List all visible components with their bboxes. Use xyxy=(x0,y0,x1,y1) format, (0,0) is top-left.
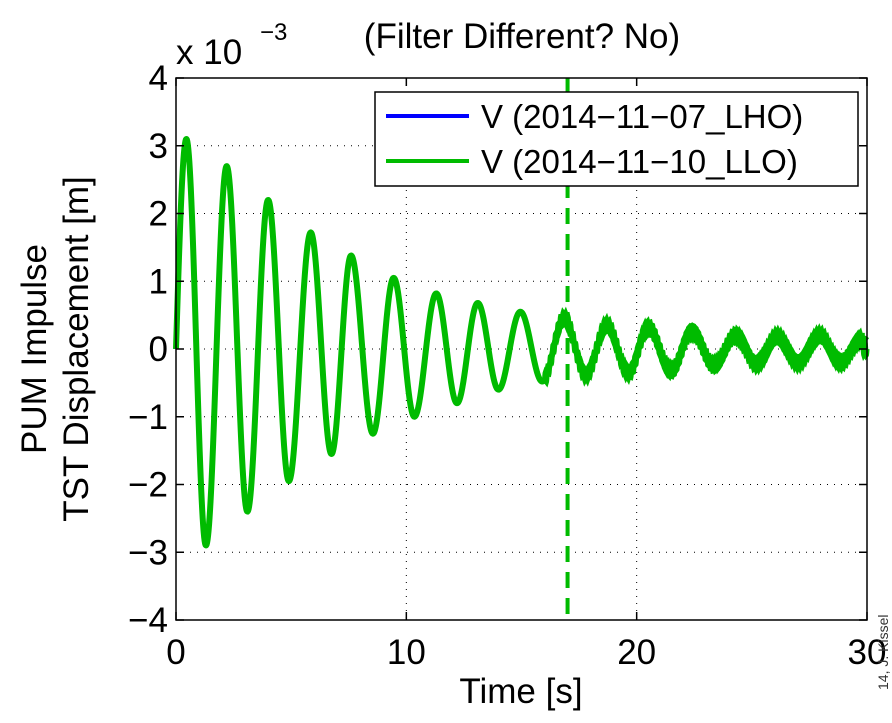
y-tick-label: 3 xyxy=(149,127,168,166)
series-ripple-llo xyxy=(542,306,870,388)
legend-box xyxy=(374,91,859,187)
legend: V (2014−11−07_LHO) V (2014−11−10_LLO) xyxy=(374,91,859,187)
x-tick-label: 30 xyxy=(848,633,887,672)
y-tick-label: −1 xyxy=(128,398,168,437)
y-tick-label: −4 xyxy=(128,601,168,640)
y-tick-label: −2 xyxy=(128,466,168,505)
y-tick-label: 4 xyxy=(149,59,168,98)
y-tick-label: 1 xyxy=(149,262,168,301)
chart-title: (Filter Different? No) xyxy=(364,17,680,56)
y-axis-label-line1: PUM Impulse xyxy=(15,244,54,454)
x-tick-label: 10 xyxy=(387,633,426,672)
y-tick-label: 0 xyxy=(149,330,168,369)
x-tick-label: 0 xyxy=(166,633,185,672)
series-group xyxy=(173,135,870,549)
legend-label-lho: V (2014−11−07_LHO) xyxy=(481,98,803,135)
legend-label-llo: V (2014−11−10_LLO) xyxy=(481,143,798,180)
y-exponent-power: −3 xyxy=(260,19,287,46)
x-axis-label: Time [s] xyxy=(459,672,582,711)
y-tick-label: 2 xyxy=(149,195,168,234)
y-exponent-label: x 10 xyxy=(176,33,242,72)
axis-ticks: 0 10 20 30 −4 −3 −2 −1 0 1 2 3 4 xyxy=(128,59,886,672)
author-watermark: 14, J. Kissel xyxy=(875,615,891,690)
x-tick-label: 20 xyxy=(617,633,656,672)
y-axis-label-line2: TST Displacement [m] xyxy=(57,176,96,522)
y-tick-label: −3 xyxy=(128,533,168,572)
y-axis-label-group: PUM Impulse TST Displacement [m] xyxy=(15,176,96,522)
